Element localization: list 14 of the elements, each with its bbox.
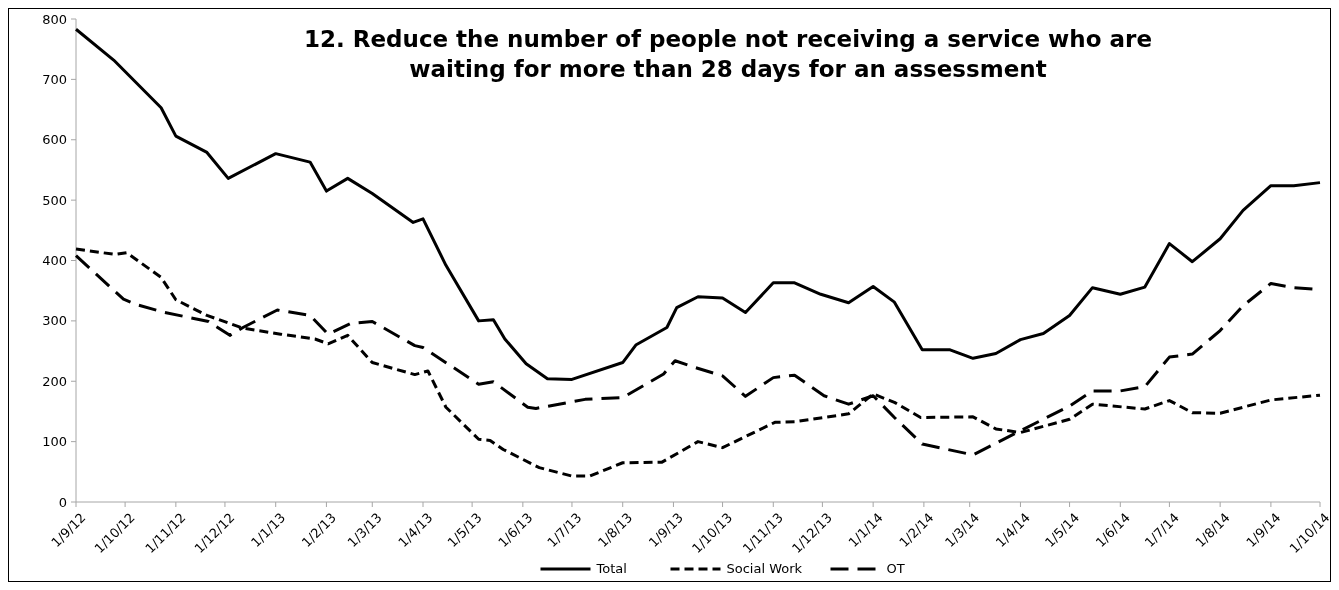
y-tick-label: 200 [42,373,67,389]
y-tick-label: 400 [42,253,67,269]
y-tick-label: 300 [42,313,67,329]
legend-label: OT [886,561,905,576]
y-tick-label: 600 [42,132,67,148]
legend-label: Social Work [726,561,803,576]
text: 12. Reduce the number of people not receiving a service who are waiting for more than 28 days for an assessment [303,26,1153,82]
y-tick-label: 800 [42,11,67,27]
line-series [74,27,1322,381]
legend-label: Total [595,561,627,576]
y-tick-label: 500 [42,192,67,208]
y-tick-label: 700 [42,71,67,87]
y-tick-label: 100 [42,434,67,450]
y-tick-label: 0 [58,494,67,510]
